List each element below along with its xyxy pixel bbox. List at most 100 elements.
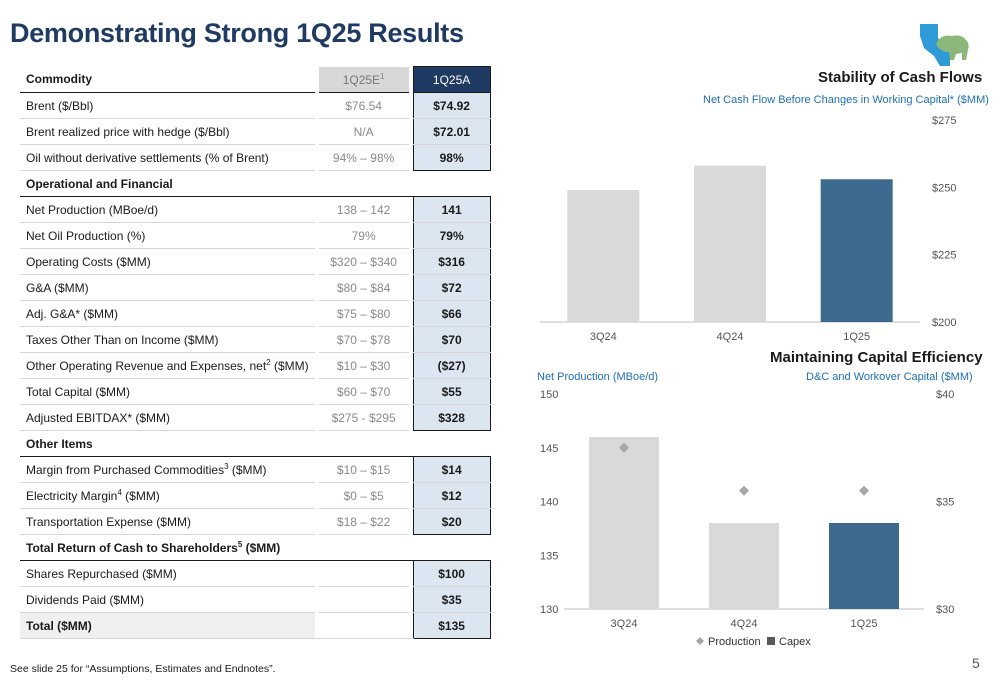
row-label: Brent realized price with hedge ($/Bbl) xyxy=(20,118,315,145)
row-estimate xyxy=(318,170,409,197)
col-gap xyxy=(408,430,414,457)
row-label-text: Total Return of Cash to Shareholders xyxy=(26,541,238,555)
bar-1Q25 xyxy=(820,179,893,322)
x-tick-label: 1Q25 xyxy=(851,618,878,630)
row-label-text: Total ($MM) xyxy=(26,618,92,633)
company-logo-icon xyxy=(920,24,969,66)
row-label: Total Capital ($MM) xyxy=(20,378,315,405)
left-y-tick-label: 135 xyxy=(540,550,558,562)
row-label: Adjusted EBITDAX* ($MM) xyxy=(20,404,315,431)
legend-capex-marker xyxy=(767,637,775,645)
row-estimate: $10 – $15 xyxy=(318,456,409,483)
row-label-text: Adj. G&A* ($MM) xyxy=(26,306,119,321)
table-section-row: Other Items xyxy=(20,430,491,457)
table-row: Shares Repurchased ($MM) $100 xyxy=(20,560,491,587)
row-label-text: Adjusted EBITDAX* ($MM) xyxy=(26,410,171,425)
row-actual: $12 xyxy=(412,482,491,509)
legend-capex-label: Capex xyxy=(779,636,811,648)
left-y-tick-label: 145 xyxy=(540,443,558,455)
row-label-text: Other Operating Revenue and Expenses, ne… xyxy=(26,359,267,373)
row-estimate: $275 - $295 xyxy=(318,404,409,431)
row-label-text: Dividends Paid ($MM) xyxy=(26,592,145,607)
footnote: See slide 25 for “Assumptions, Estimates… xyxy=(10,663,276,675)
row-actual: 141 xyxy=(412,196,491,223)
row-estimate: $60 – $70 xyxy=(318,378,409,405)
row-estimate: $76.54 xyxy=(318,92,409,119)
row-estimate: N/A xyxy=(318,118,409,145)
legend-production-label: Production xyxy=(708,636,761,648)
row-label-text: Transportation Expense ($MM) xyxy=(26,514,191,529)
row-actual: $55 xyxy=(412,378,491,405)
capital-axis-label: D&C and Workover Capital ($MM) xyxy=(806,371,973,383)
row-label: Electricity Margin4 ($MM) xyxy=(20,482,315,509)
cashflow-chart-title: Stability of Cash Flows xyxy=(818,69,983,86)
row-estimate: $80 – $84 xyxy=(318,274,409,301)
header-actual: 1Q25A xyxy=(412,66,491,93)
row-label-text: Brent ($/Bbl) xyxy=(26,98,94,113)
row-label-suffix: ($MM) xyxy=(228,463,267,477)
row-label: Operating Costs ($MM) xyxy=(20,248,315,275)
table-row: Total ($MM) $135 xyxy=(20,612,491,639)
capex-bar-4Q24 xyxy=(709,523,779,609)
table-section-row: Total Return of Cash to Shareholders5 ($… xyxy=(20,534,491,561)
table-row: G&A ($MM) $80 – $84 $72 xyxy=(20,274,491,301)
page-title: Demonstrating Strong 1Q25 Results xyxy=(10,18,464,48)
row-label-text: Taxes Other Than on Income ($MM) xyxy=(26,332,219,347)
table-row: Net Production (MBoe/d) 138 – 142 141 xyxy=(20,196,491,223)
right-y-tick-label: $30 xyxy=(936,604,954,616)
row-estimate: $320 – $340 xyxy=(318,248,409,275)
right-y-tick-label: $40 xyxy=(936,389,954,401)
row-label-text: Margin from Purchased Commodities xyxy=(26,463,225,477)
row-actual: $70 xyxy=(412,326,491,353)
table-row: Other Operating Revenue and Expenses, ne… xyxy=(20,352,491,379)
capex-bar-3Q24 xyxy=(589,437,659,609)
row-label-footnote: 2 xyxy=(266,358,271,367)
row-label: G&A ($MM) xyxy=(20,274,315,301)
row-actual: ($27) xyxy=(412,352,491,379)
row-label-footnote: 3 xyxy=(224,462,229,471)
row-label: Net Production (MBoe/d) xyxy=(20,196,315,223)
row-label: Other Operating Revenue and Expenses, ne… xyxy=(20,352,315,379)
row-estimate: $70 – $78 xyxy=(318,326,409,353)
row-label-text: G&A ($MM) xyxy=(26,280,89,295)
table-row: Operating Costs ($MM) $320 – $340 $316 xyxy=(20,248,491,275)
x-tick-label: 1Q25 xyxy=(843,331,870,343)
row-label-footnote: 5 xyxy=(237,540,243,549)
row-estimate xyxy=(318,612,409,639)
col-gap xyxy=(314,430,319,457)
row-label: Other Items xyxy=(20,430,315,457)
row-actual: $100 xyxy=(412,560,491,587)
row-label: Shares Repurchased ($MM) xyxy=(20,560,315,587)
col-gap xyxy=(408,170,414,197)
row-actual: 79% xyxy=(412,222,491,249)
bar-4Q24 xyxy=(694,165,766,322)
y-tick-label: $225 xyxy=(932,250,956,262)
table-row: Brent ($/Bbl) $76.54 $74.92 xyxy=(20,92,491,119)
row-label: Net Oil Production (%) xyxy=(20,222,315,249)
row-label-text: Shares Repurchased ($MM) xyxy=(26,566,177,581)
table-row: Adj. G&A* ($MM) $75 – $80 $66 xyxy=(20,300,491,327)
table-row: Net Oil Production (%) 79% 79% xyxy=(20,222,491,249)
y-tick-label: $275 xyxy=(932,115,956,127)
row-label: Margin from Purchased Commodities3 ($MM) xyxy=(20,456,315,483)
production-axis-label: Net Production (MBoe/d) xyxy=(537,371,659,383)
col-gap xyxy=(314,534,319,561)
header-estimate-footnote: 1 xyxy=(380,71,385,81)
x-tick-label: 3Q24 xyxy=(590,331,617,343)
table-row: Taxes Other Than on Income ($MM) $70 – $7… xyxy=(20,326,491,353)
header-estimate: 1Q25E1 xyxy=(318,66,409,93)
table-row: Transportation Expense ($MM) $18 – $22 $20 xyxy=(20,508,491,535)
y-tick-label: $250 xyxy=(932,182,956,194)
row-label-text: Net Oil Production (%) xyxy=(26,228,146,243)
row-label: Taxes Other Than on Income ($MM) xyxy=(20,326,315,353)
row-actual: $72 xyxy=(412,274,491,301)
row-label-text: Brent realized price with hedge ($/Bbl) xyxy=(26,124,230,139)
row-label-text: Operational and Financial xyxy=(26,176,173,191)
row-label-text: Net Production (MBoe/d) xyxy=(26,202,159,217)
row-label: Adj. G&A* ($MM) xyxy=(20,300,315,327)
table-header-row: Commodity 1Q25E1 1Q25A xyxy=(20,66,491,93)
row-actual: $72.01 xyxy=(412,118,491,145)
x-tick-label: 3Q24 xyxy=(611,618,638,630)
row-label-footnote: 4 xyxy=(117,488,122,497)
capital-combo-chart: 150 145 140 135 130 $40 $35 $30 3Q24 4Q24 1Q25 Prod… xyxy=(540,389,954,648)
